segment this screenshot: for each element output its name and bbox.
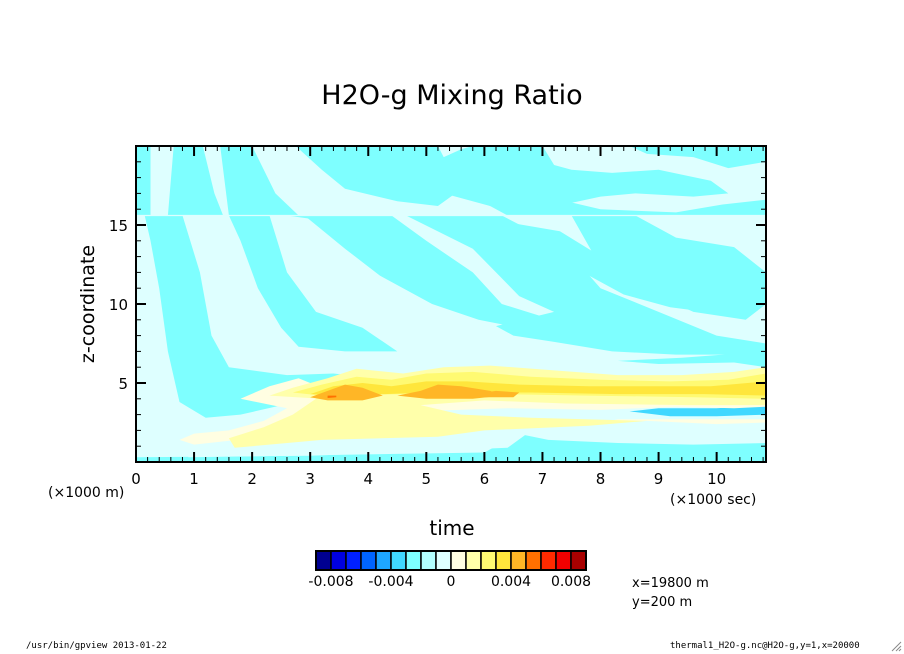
x-tick-label: 0 [131, 470, 141, 488]
contour-region-light-yellow-lower [228, 389, 766, 448]
colorbar-cell [330, 550, 347, 571]
axis-ticks: 0 1 2 3 4 5 6 7 8 9 10 5 10 15 [109, 146, 766, 488]
annotation-y: y=200 m [632, 595, 692, 610]
colorbar-cell [540, 550, 557, 571]
x-tick-label: 9 [654, 470, 664, 488]
colorbar-cell [390, 550, 407, 571]
contour-region-cyan-upper-left [136, 146, 151, 216]
x-tick-label: 1 [189, 470, 199, 488]
colorbar-cell [450, 550, 467, 571]
contour-region-cyan-top-band-c [484, 187, 766, 216]
contour-region-cyan-band-3b [228, 215, 398, 352]
colorbar-cell [555, 550, 572, 571]
x-axis-units: (×1000 sec) [670, 492, 756, 508]
y-axis-label: z-coordinate [77, 245, 99, 363]
colorbar-cell [510, 550, 527, 571]
contour-region-cyan-band-1-top [167, 146, 224, 216]
x-tick-label: 7 [538, 470, 548, 488]
contour-region-orange-cell-2 [397, 384, 502, 399]
contour-region-cyan-top-band-b [629, 146, 766, 169]
contour-region-cyan-top-band-a [298, 146, 729, 211]
colorbar-tick-label: -0.008 [308, 574, 353, 590]
y-tick-label: 5 [118, 375, 128, 393]
contour-region-cream-right [594, 419, 766, 425]
y-axis-units: (×1000 m) [48, 485, 124, 501]
x-axis-label: time [429, 516, 474, 540]
y-tick-label: 10 [109, 296, 128, 314]
x-tick-label: 4 [363, 470, 373, 488]
colorbar-tick-label: 0 [447, 574, 456, 590]
colorbar-cell [570, 550, 587, 571]
footer-left: /usr/bin/gpview 2013-01-22 [26, 641, 167, 651]
contour-region-cyan-band-4 [406, 215, 766, 355]
annotation-x: x=19800 m [632, 576, 709, 591]
contour-region-cyan-horizontal-seam [287, 215, 357, 219]
resize-grip-icon[interactable] [890, 640, 902, 652]
colorbar-frame [315, 550, 587, 571]
x-tick-label: 6 [480, 470, 490, 488]
colorbar-cell [405, 550, 422, 571]
contour-field [136, 146, 766, 462]
colorbar-cell [315, 550, 332, 571]
x-tick-label: 3 [305, 470, 315, 488]
footer-right: thermal1_H2O-g.nc@H2O-g,y=1,x=20000 [670, 641, 860, 651]
colorbar-tick-label: 0.008 [551, 574, 591, 590]
y-tick-label: 15 [109, 217, 128, 235]
colorbar-tick-label: 0.004 [491, 574, 531, 590]
colorbar-cell [480, 550, 497, 571]
x-tick-label: 2 [247, 470, 257, 488]
x-tick-label: 5 [422, 470, 432, 488]
contour-region-cyan-band-2-mid [220, 146, 299, 216]
colorbar: -0.008 -0.004 0 0.004 0.008 [308, 550, 591, 590]
contour-region-cyan-band-1-low [144, 215, 427, 418]
chart-title: H2O-g Mixing Ratio [321, 80, 582, 111]
contour-region-cyan-right-mid [617, 351, 766, 368]
colorbar-cell [525, 550, 542, 571]
contour-region-cyan-band-6 [484, 220, 694, 311]
contour-region-red-speck [327, 395, 337, 398]
contour-region-orange-cell-3 [472, 390, 520, 398]
colorbar-cell [495, 550, 512, 571]
contour-region-cyan-low-right [136, 435, 766, 462]
x-tick-label: 8 [596, 470, 606, 488]
colorbar-cell [465, 550, 482, 571]
colorbar-cell [375, 550, 392, 571]
colorbar-cell [435, 550, 452, 571]
colorbar-tick-label: -0.004 [368, 574, 413, 590]
contour-region-cyan-band-3 [304, 215, 543, 328]
colorbar-cell [360, 550, 377, 571]
colorbar-cell [345, 550, 362, 571]
x-tick-label: 10 [707, 470, 726, 488]
colorbar-cell [420, 550, 437, 571]
contour-region-cyan-band-5 [571, 215, 766, 320]
